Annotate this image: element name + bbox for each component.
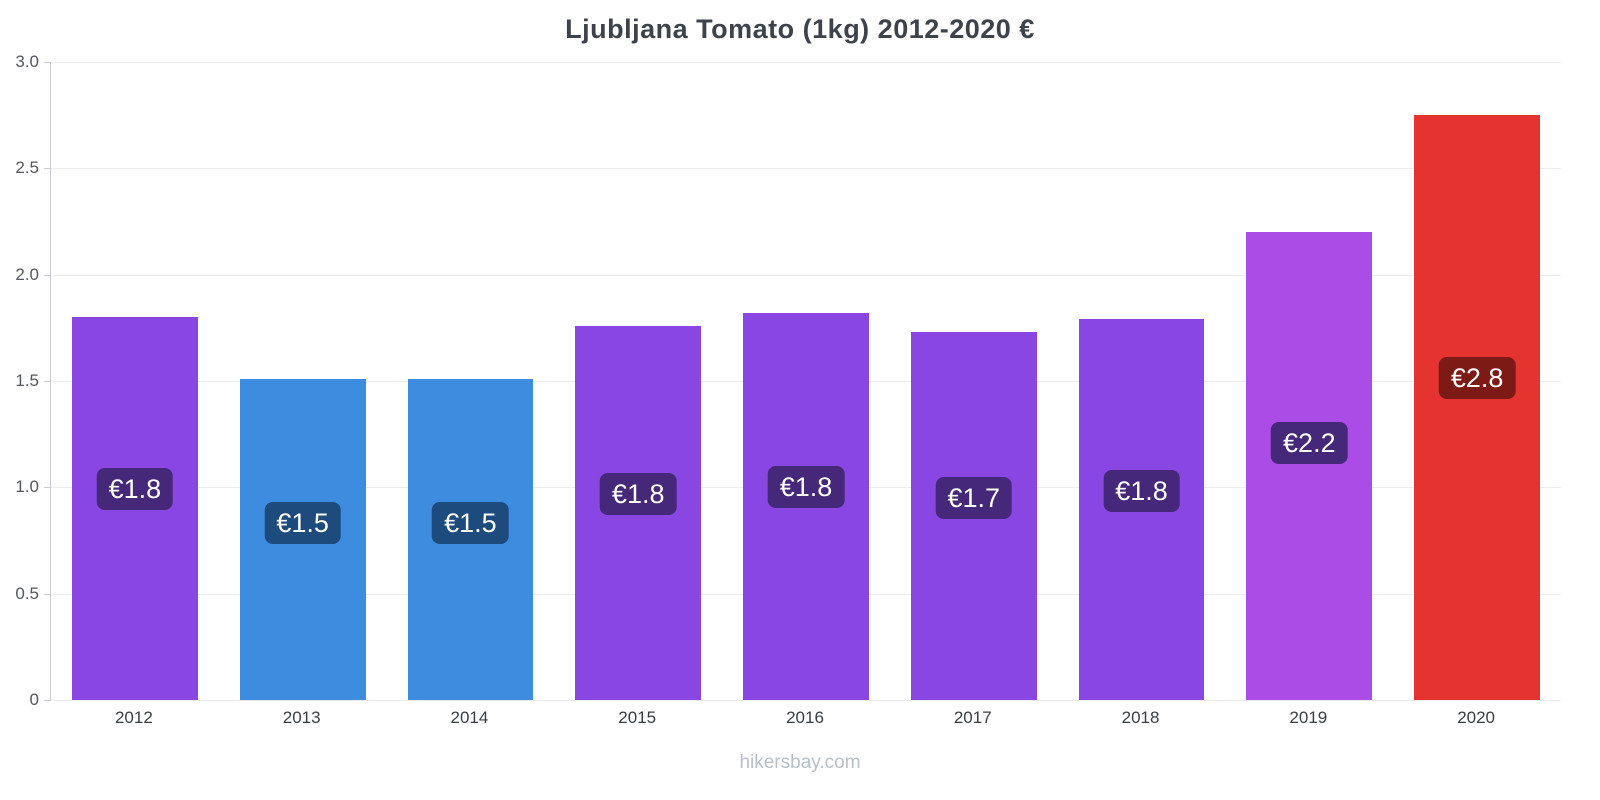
y-axis-tick-label: 0.5 [15,583,39,603]
x-axis-tick-label: 2014 [450,708,489,727]
x-axis-tick-label: 2012 [114,708,153,727]
x-axis-tick-label: 2018 [1121,708,1160,727]
bar-2018: €1.8 [1078,319,1205,700]
bar-value-label: €1.8 [96,468,174,511]
x-axis-tick-label: 2013 [282,708,321,727]
y-axis-tick-label: 1.5 [15,371,39,390]
y-axis-tick-label: 2.0 [15,264,39,284]
bar-2019: €2.2 [1246,232,1373,700]
x-axis-tick-label: 2016 [786,708,824,727]
bar-2016: €1.8 [743,312,869,700]
y-axis-tick [44,62,51,63]
y-axis-tick-label: 3.0 [15,52,39,71]
y-axis-tick [44,593,51,595]
y-axis-tick [44,487,51,489]
y-axis-tick [44,700,51,701]
x-axis-tick-label: 2019 [1289,708,1328,727]
y-axis-tick [44,168,51,170]
bar-value-label: €2.8 [1438,357,1516,400]
bar-2015: €1.8 [575,325,702,700]
bar-2020: €2.8 [1414,115,1541,700]
chart-title: Ljubljana Tomato (1kg) 2012-2020 € [565,14,1035,44]
bar-value-label: €2.2 [1271,421,1348,464]
bar-value-label: €1.7 [935,476,1013,519]
bar-value-label: €1.8 [767,466,845,509]
footer-link[interactable]: hikersbay.com [739,752,861,773]
gridline [51,700,1561,701]
bar-value-label: €1.5 [432,502,509,545]
gridline [51,168,1561,170]
y-axis-tick [44,381,51,382]
gridline [51,62,1561,63]
bar-2012: €1.8 [71,317,198,700]
bar-2014: €1.5 [407,378,534,700]
bar-value-label: €1.8 [1103,469,1180,512]
bar-value-label: €1.8 [599,473,677,516]
x-axis-tick-label: 2017 [953,708,992,727]
y-axis-tick-label: 2.5 [15,158,39,178]
bar-2013: €1.5 [239,378,366,700]
bar-value-label: €1.5 [264,502,341,545]
x-axis-tick-label: 2020 [1457,708,1496,727]
bar-2017: €1.7 [910,332,1037,700]
plot-area: 0 0.5 1.0 1.5 2.0 2.5 3.0 €1.8 €1.5 €1.5 €1.8 €1.8… [15,52,1561,709]
gridline [51,274,1561,276]
x-axis-tick-label: 2015 [618,708,657,727]
y-axis-tick-label: 1.0 [15,477,39,497]
y-axis-tick-label: 0 [29,690,39,709]
x-axis: 2012 2013 2014 2015 2016 2017 2018 2019 2020 [50,708,1560,734]
y-axis-tick [44,274,51,276]
